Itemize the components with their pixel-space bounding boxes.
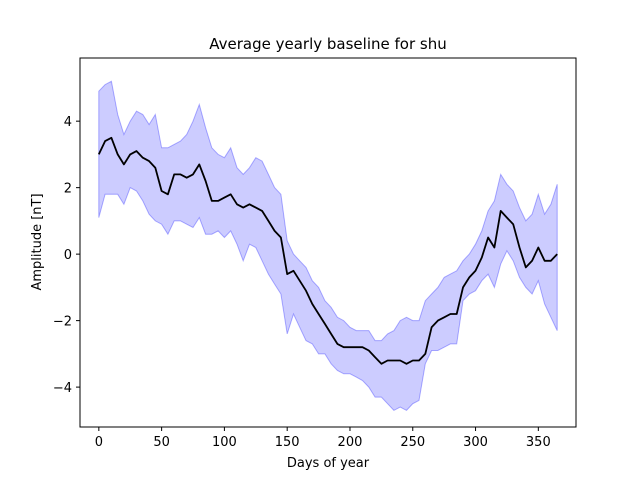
plot-area (79, 57, 577, 428)
y-tick-label: −2 (53, 315, 72, 330)
std-band (98, 80, 558, 412)
y-axis-label: Amplitude [nT] (30, 193, 45, 290)
chart-title: Average yearly baseline for shu (209, 35, 446, 53)
x-axis: 0 50 100 150 200 250 300 350 (95, 427, 551, 450)
y-axis: −4 −2 0 2 4 (53, 115, 80, 396)
y-tick-label: 2 (64, 182, 72, 197)
x-tick-label: 50 (153, 435, 170, 450)
x-tick-label: 100 (212, 435, 237, 450)
y-tick-label: 4 (64, 115, 72, 130)
x-tick-label: 300 (463, 435, 488, 450)
x-tick-label: 350 (526, 435, 551, 450)
x-axis-label: Days of year (287, 456, 370, 471)
x-tick-label: 200 (338, 435, 363, 450)
x-tick-label: 150 (275, 435, 300, 450)
x-tick-label: 250 (400, 435, 425, 450)
mean-line (97, 136, 558, 365)
y-tick-label: −4 (53, 381, 72, 396)
axes-frame (79, 57, 577, 428)
x-tick-label: 0 (95, 435, 103, 450)
y-tick-label: 0 (64, 248, 72, 263)
